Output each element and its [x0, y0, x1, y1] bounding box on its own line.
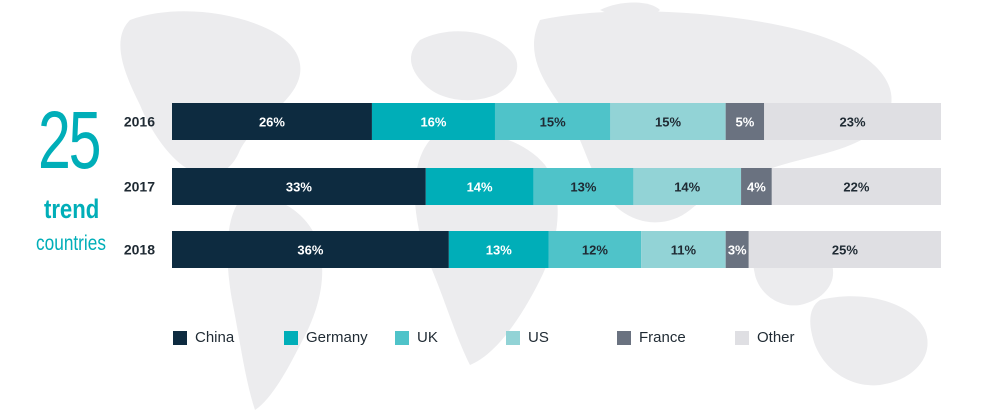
legend-swatch — [735, 330, 749, 345]
legend-swatch — [617, 330, 631, 345]
legend-item-france: France — [617, 329, 735, 346]
bar-segment-us — [641, 231, 726, 268]
legend-item-us: US — [506, 329, 617, 346]
bar-segment-germany — [448, 231, 549, 268]
category-label: 2017 — [124, 179, 155, 195]
legend-item-china: China — [173, 329, 284, 346]
data-label: 33% — [286, 180, 312, 195]
data-label: 23% — [840, 115, 866, 130]
legend-label: China — [195, 329, 235, 346]
data-label: 4% — [747, 180, 766, 195]
data-label: 12% — [582, 243, 608, 258]
bar-segment-china — [172, 103, 372, 140]
legend-label: Other — [757, 329, 795, 346]
chart-legend: China Germany UK US France Other — [173, 329, 835, 346]
headline-subtitle: countries — [36, 232, 106, 255]
legend-item-germany: Germany — [284, 329, 395, 346]
legend-swatch — [395, 330, 409, 345]
legend-label: US — [528, 329, 549, 346]
legend-label: Germany — [306, 329, 368, 346]
bar-row-2018: 2018 36% 13% 12% 11% 3% 25% — [124, 231, 941, 268]
data-label: 16% — [420, 115, 446, 130]
bar-segment-uk — [533, 168, 634, 205]
legend-item-uk: UK — [395, 329, 506, 346]
bar-segment-other — [764, 103, 941, 140]
data-label: 3% — [728, 243, 747, 258]
bar-segment-france — [725, 103, 765, 140]
data-label: 36% — [297, 243, 323, 258]
bar-segment-germany — [425, 168, 534, 205]
data-label: 14% — [467, 180, 493, 195]
bar-segment-other — [771, 168, 941, 205]
data-label: 11% — [671, 243, 697, 258]
data-label: 13% — [486, 243, 512, 258]
bar-segment-france — [741, 168, 772, 205]
legend-swatch — [173, 330, 187, 345]
bar-row-2016: 2016 26% 16% 15% 15% 5% 23% — [124, 103, 941, 140]
bar-segment-us — [633, 168, 742, 205]
legend-item-other: Other — [735, 329, 835, 346]
data-label: 22% — [843, 180, 869, 195]
data-label: 25% — [832, 243, 858, 258]
legend-label: UK — [417, 329, 438, 346]
legend-label: France — [639, 329, 686, 346]
data-label: 14% — [674, 180, 700, 195]
bar-segment-france — [725, 231, 749, 268]
legend-swatch — [284, 330, 298, 345]
data-label: 26% — [259, 115, 285, 130]
data-label: 15% — [540, 115, 566, 130]
data-label: 5% — [736, 115, 755, 130]
bar-segment-china — [172, 231, 449, 268]
category-label: 2018 — [124, 242, 155, 258]
bar-row-2017: 2017 33% 14% 13% 14% 4% 22% — [124, 168, 941, 205]
bar-segment-other — [748, 231, 941, 268]
data-label: 15% — [655, 115, 681, 130]
category-label: 2016 — [124, 114, 155, 130]
bar-segment-us — [610, 103, 726, 140]
bar-segment-china — [172, 168, 426, 205]
bar-segment-germany — [371, 103, 495, 140]
headline-number: 25 — [38, 95, 102, 186]
bar-segment-uk — [494, 103, 611, 140]
legend-swatch — [506, 330, 520, 345]
data-label: 13% — [570, 180, 596, 195]
headline-word: trend — [43, 194, 100, 224]
bar-segment-uk — [548, 231, 642, 268]
